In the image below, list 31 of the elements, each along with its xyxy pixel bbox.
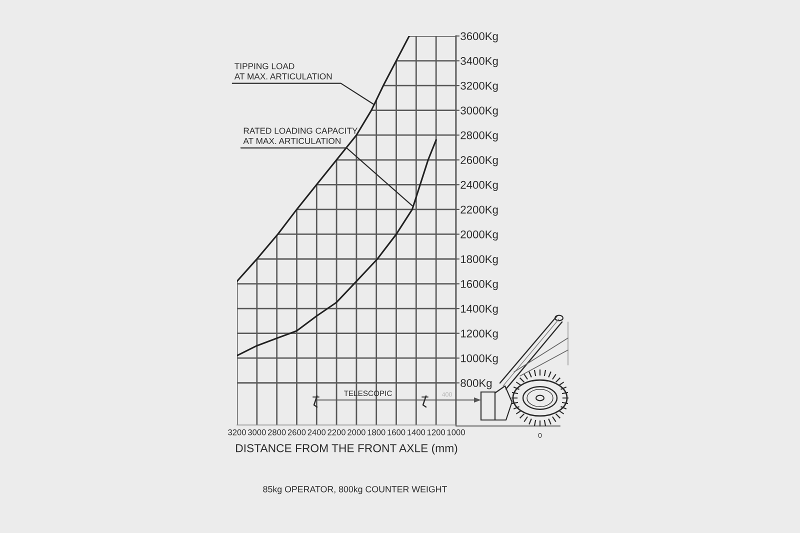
x-tick-label: 1800: [368, 429, 386, 436]
x-tick-label: 2800: [268, 429, 286, 436]
y-tick-label: 800Kg: [460, 379, 492, 390]
x-tick-label: 2600: [288, 429, 306, 436]
x-tick-label: 2000: [348, 429, 366, 436]
x-axis-title: DISTANCE FROM THE FRONT AXLE (mm): [236, 444, 458, 454]
y-tick-label: 2000Kg: [460, 230, 498, 241]
annotation: TIPPING LOAD AT MAX. ARTICULATION: [234, 63, 332, 80]
y-tick-label: 1600Kg: [461, 280, 498, 290]
y-tick-label: 2600Kg: [460, 156, 498, 166]
y-tick-label: 3600Kg: [460, 32, 498, 42]
y-tick-label: 1400Kg: [461, 304, 498, 315]
x-tick-label: 2400: [308, 429, 326, 436]
y-tick-label: 3200Kg: [460, 82, 498, 92]
y-tick-label: 2200Kg: [460, 206, 498, 216]
y-tick-label: 1000Kg: [461, 354, 498, 364]
y-tick-label: 1800Kg: [461, 255, 498, 266]
x-tick-label: 1000: [447, 429, 465, 436]
y-tick-label: 1200Kg: [461, 330, 498, 340]
x-tick-label: 3200: [228, 429, 246, 436]
y-tick-label: 3400Kg: [460, 57, 498, 68]
y-tick-label: 3000Kg: [460, 106, 498, 117]
x-tick-label: 2200: [328, 429, 346, 436]
y-tick-label: 2400Kg: [460, 180, 498, 191]
y-tick-label: 2800Kg: [460, 131, 498, 142]
annotation: RATED LOADING CAPACITY AT MAX. ARTICULATION: [243, 128, 358, 144]
x-tick-label: 1200: [427, 429, 446, 436]
text: 85kg OPERATOR, 800kg COUNTER WEIGHT: [263, 486, 448, 494]
x-tick-label: 1400: [408, 429, 426, 436]
x-tick-label: 1600: [388, 429, 406, 436]
x-tick-label: 3000: [248, 429, 266, 436]
